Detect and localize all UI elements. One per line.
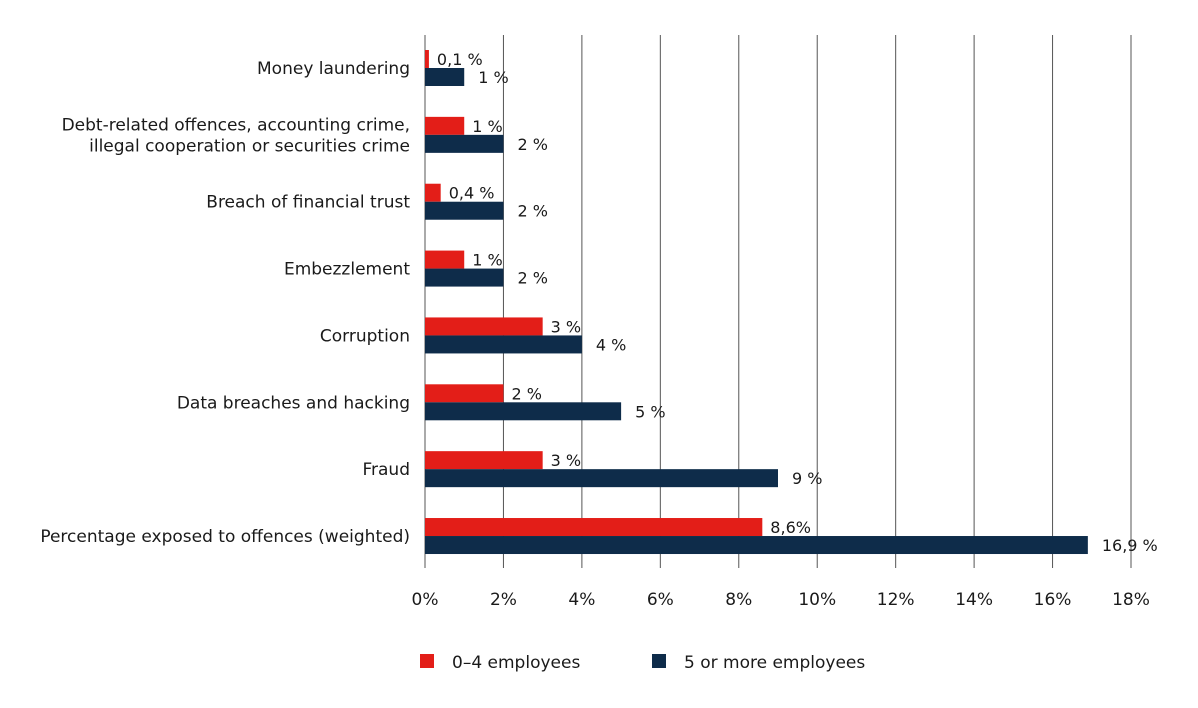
data-label: 1 % — [478, 68, 508, 87]
data-label: 9 % — [792, 469, 822, 488]
data-label: 0,4 % — [449, 184, 495, 203]
bar-large — [425, 536, 1088, 555]
x-tick-label: 4% — [568, 590, 595, 610]
data-label: 2 % — [517, 202, 547, 221]
x-tick-label: 8% — [725, 590, 752, 610]
legend-label: 5 or more employees — [684, 653, 865, 673]
category-label: Data breaches and hacking — [177, 393, 410, 413]
bar-small — [425, 183, 441, 202]
bar-small — [425, 250, 465, 269]
data-label: 1 % — [472, 117, 502, 136]
bar-large — [425, 402, 622, 421]
data-label: 8,6% — [770, 518, 811, 537]
category-label: Breach of financial trust — [206, 193, 410, 213]
category-label: Embezzlement — [284, 260, 410, 280]
bar-large — [425, 469, 778, 488]
bar-large — [425, 335, 582, 354]
x-tick-label: 14% — [955, 590, 993, 610]
x-tick-label: 18% — [1112, 590, 1150, 610]
category-label: Money laundering — [257, 59, 410, 79]
legend-swatch — [652, 654, 666, 668]
bar-small — [425, 317, 543, 336]
x-tick-label: 0% — [412, 590, 439, 610]
bar-small — [425, 116, 465, 135]
x-tick-label: 10% — [798, 590, 836, 610]
category-label: Debt-related offences, accounting crime, — [62, 115, 410, 135]
category-label: Corruption — [320, 326, 410, 346]
data-label: 16,9 % — [1102, 536, 1158, 555]
data-label: 4 % — [596, 335, 626, 354]
bar-small — [425, 518, 763, 537]
bar-small — [425, 50, 429, 68]
category-label: illegal cooperation or securities crime — [89, 136, 410, 156]
bar-large — [425, 68, 465, 86]
category-label: Fraud — [362, 460, 410, 480]
x-tick-label: 6% — [647, 590, 674, 610]
x-tick-label: 16% — [1034, 590, 1072, 610]
data-label: 0,1 % — [437, 50, 483, 69]
x-tick-label: 12% — [877, 590, 915, 610]
data-label: 2 % — [517, 135, 547, 154]
data-label: 3 % — [551, 317, 581, 336]
bar-large — [425, 268, 504, 287]
data-label: 2 % — [511, 384, 541, 403]
data-label: 5 % — [635, 402, 665, 421]
legend-swatch — [420, 654, 434, 668]
legend-label: 0–4 employees — [452, 653, 580, 673]
bar-small — [425, 384, 504, 403]
x-tick-label: 2% — [490, 590, 517, 610]
category-label: Percentage exposed to offences (weighted… — [40, 527, 410, 547]
bar-large — [425, 134, 504, 153]
data-label: 2 % — [517, 269, 547, 288]
bar-large — [425, 201, 504, 220]
data-label: 3 % — [551, 451, 581, 470]
bar-small — [425, 451, 543, 470]
data-label: 1 % — [472, 251, 502, 270]
